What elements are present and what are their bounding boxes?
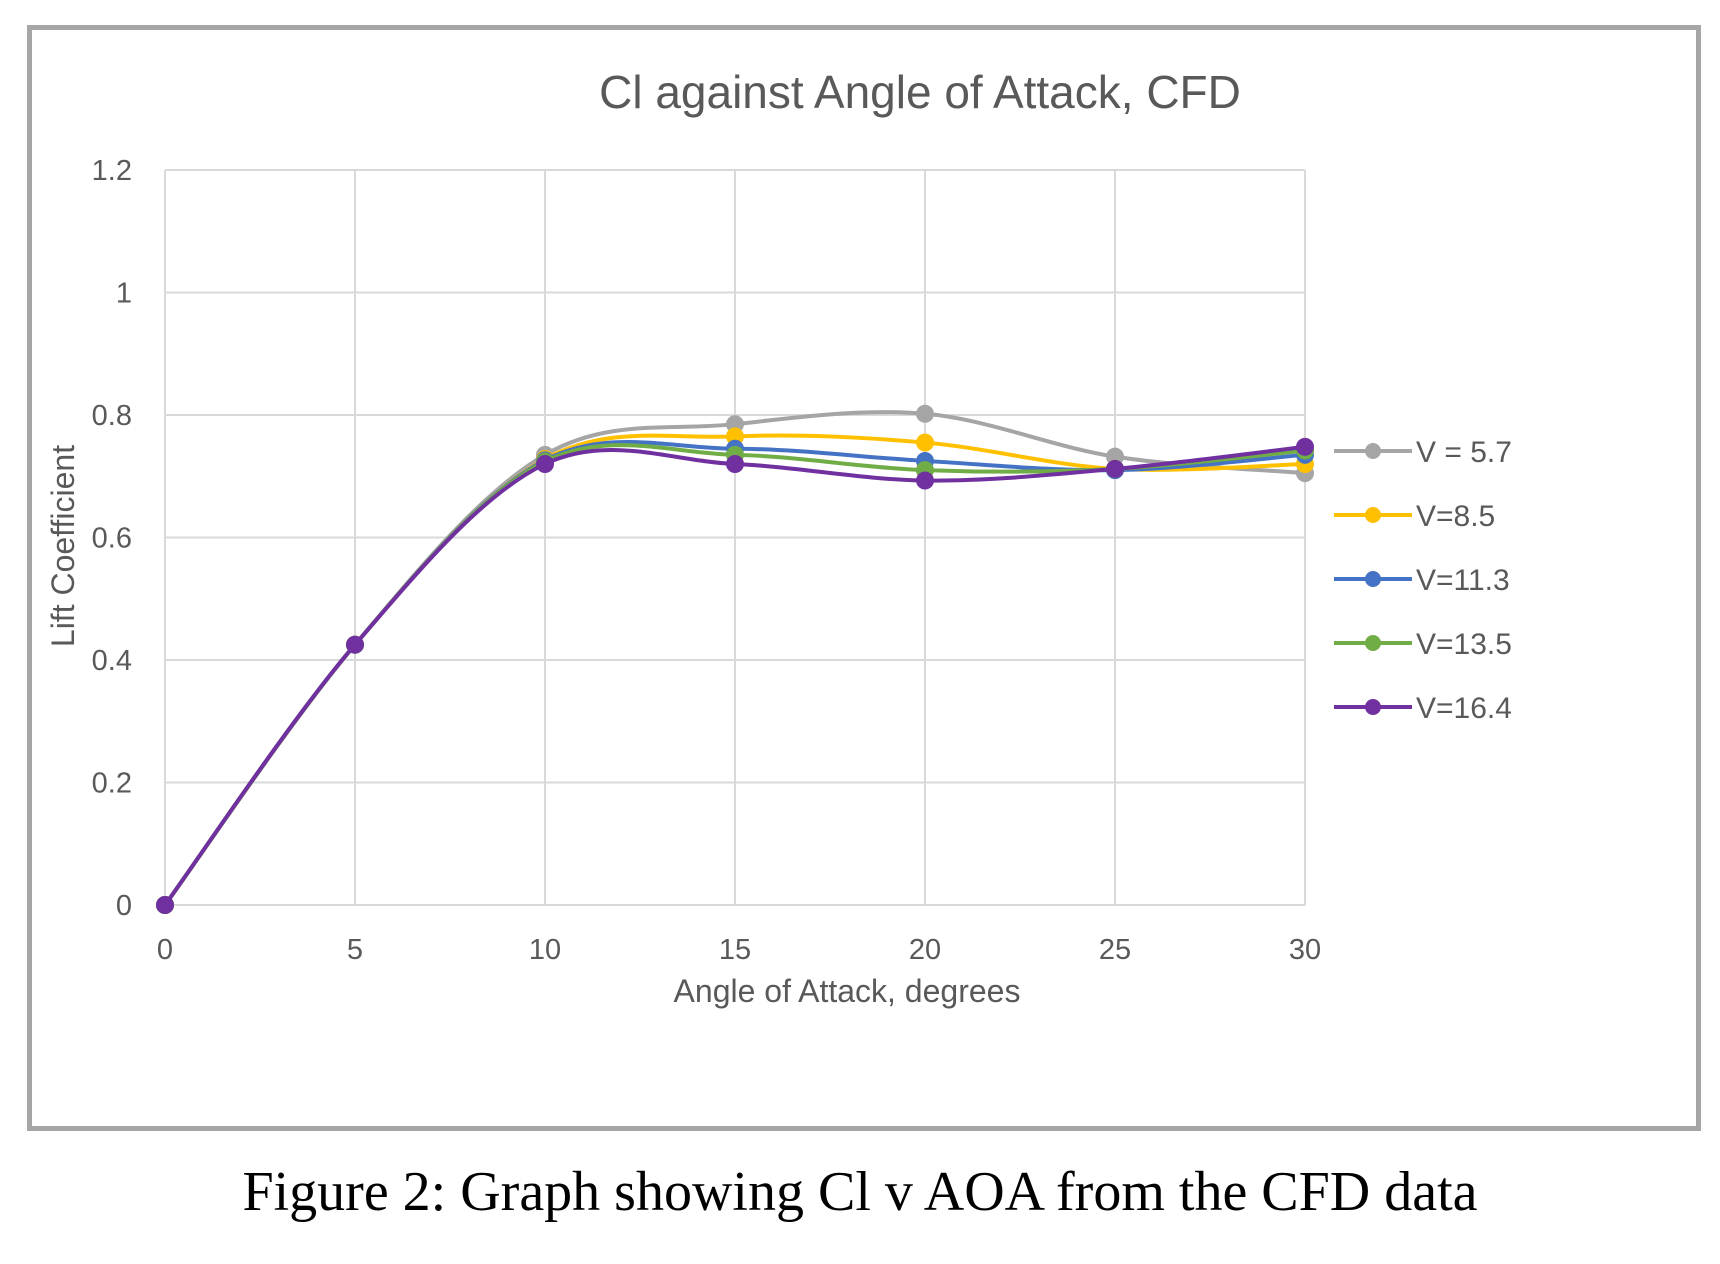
legend-item: V=13.5 xyxy=(1334,628,1512,661)
x-tick-label: 5 xyxy=(347,934,363,966)
series-lines xyxy=(156,404,1314,914)
y-tick-label: 0.6 xyxy=(92,523,132,555)
data-point xyxy=(726,455,744,473)
data-point xyxy=(916,433,934,452)
legend-item: V=8.5 xyxy=(1334,500,1495,533)
legend-marker xyxy=(1365,443,1381,459)
x-tick-label: 30 xyxy=(1289,934,1321,966)
y-tick-label: 1.2 xyxy=(92,155,132,187)
legend-marker xyxy=(1365,507,1381,523)
y-tick-label: 0 xyxy=(116,890,132,922)
data-point xyxy=(1106,459,1124,478)
data-point xyxy=(916,404,934,423)
chart-frame: Cl against Angle of Attack, CFD 0 5 10 15 20… xyxy=(27,25,1701,1131)
y-axis-label: Lift Coefficient xyxy=(45,445,81,647)
legend-marker xyxy=(1365,635,1381,651)
x-tick-label: 10 xyxy=(529,934,561,966)
data-point xyxy=(536,455,554,473)
y-tick-label: 0.8 xyxy=(92,400,132,432)
data-point xyxy=(156,896,174,914)
data-point xyxy=(916,471,934,490)
data-point xyxy=(1296,437,1314,456)
legend-marker xyxy=(1365,571,1381,587)
legend-label: V=16.4 xyxy=(1416,692,1512,725)
x-tick-label: 20 xyxy=(909,934,941,966)
legend-label: V=8.5 xyxy=(1416,500,1495,533)
y-tick-label: 1 xyxy=(116,278,132,310)
legend-item: V=11.3 xyxy=(1334,564,1510,597)
tick-labels: 0 5 10 15 20 25 30 0 0.2 0.4 0.6 0.8 1 1.2 xyxy=(92,155,1321,966)
legend: V = 5.7 V=8.5 V=11.3 V=13.5 V=16.4 xyxy=(1334,436,1512,725)
figure-caption: Figure 2: Graph showing Cl v AOA from th… xyxy=(242,1161,1478,1223)
y-tick-label: 0.2 xyxy=(92,768,132,800)
legend-label: V = 5.7 xyxy=(1416,436,1512,469)
x-tick-label: 0 xyxy=(157,934,173,966)
chart-svg: Cl against Angle of Attack, CFD 0 5 10 15 20… xyxy=(45,66,1512,1009)
data-point xyxy=(346,635,364,654)
series-v-16-4 xyxy=(156,437,1314,914)
x-tick-label: 25 xyxy=(1099,934,1131,966)
legend-label: V=13.5 xyxy=(1416,628,1512,661)
gridlines xyxy=(164,169,1306,906)
chart-title: Cl against Angle of Attack, CFD xyxy=(599,66,1241,118)
x-tick-label: 15 xyxy=(719,934,751,966)
legend-label: V=11.3 xyxy=(1416,564,1510,597)
x-axis-label: Angle of Attack, degrees xyxy=(674,973,1021,1009)
legend-marker xyxy=(1365,699,1381,715)
y-tick-label: 0.4 xyxy=(92,645,132,677)
legend-item: V=16.4 xyxy=(1334,692,1512,725)
legend-item: V = 5.7 xyxy=(1334,436,1512,469)
